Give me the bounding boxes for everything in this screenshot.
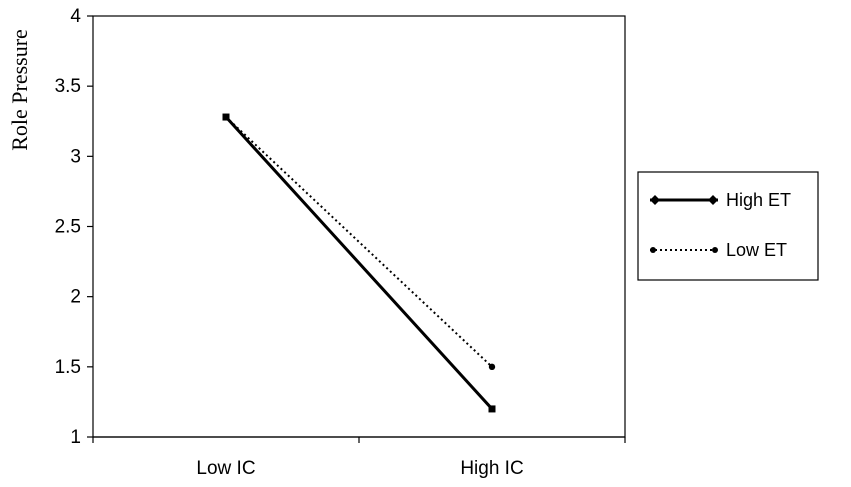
x-axis-ticks: Low IC High IC: [92, 437, 626, 479]
legend: High ET Low ET: [637, 171, 819, 281]
y-tick-label: 3.5: [55, 76, 81, 97]
legend-marker-high-et: [650, 195, 660, 205]
series-line-high-et: [224, 116, 494, 410]
legend-box: [637, 171, 819, 281]
y-axis-title: Role Pressure: [7, 29, 32, 151]
y-tick-label: 1: [70, 427, 81, 448]
plot-frame: [92, 15, 626, 438]
data-point: [222, 113, 230, 121]
legend-marker-low-et: [650, 247, 656, 253]
y-tick-label: 3: [70, 146, 81, 167]
series-line-low-et: [225, 116, 493, 368]
legend-label-low-et: Low ET: [726, 240, 787, 260]
y-axis-ticks: 1 1.5 2 2.5 3 3.5 4: [55, 6, 93, 448]
legend-marker-low-et: [712, 247, 718, 253]
data-point: [488, 363, 496, 371]
y-tick-label: 4: [70, 6, 81, 27]
y-tick-label: 1.5: [55, 357, 81, 378]
series-layer: [222, 113, 496, 413]
data-point: [488, 405, 496, 413]
x-tick-label: Low IC: [196, 458, 255, 479]
x-tick-label: High IC: [460, 458, 523, 479]
legend-label-high-et: High ET: [726, 190, 791, 210]
y-tick-label: 2.5: [55, 217, 81, 238]
y-tick-label: 2: [70, 287, 81, 308]
legend-marker-high-et: [708, 195, 718, 205]
